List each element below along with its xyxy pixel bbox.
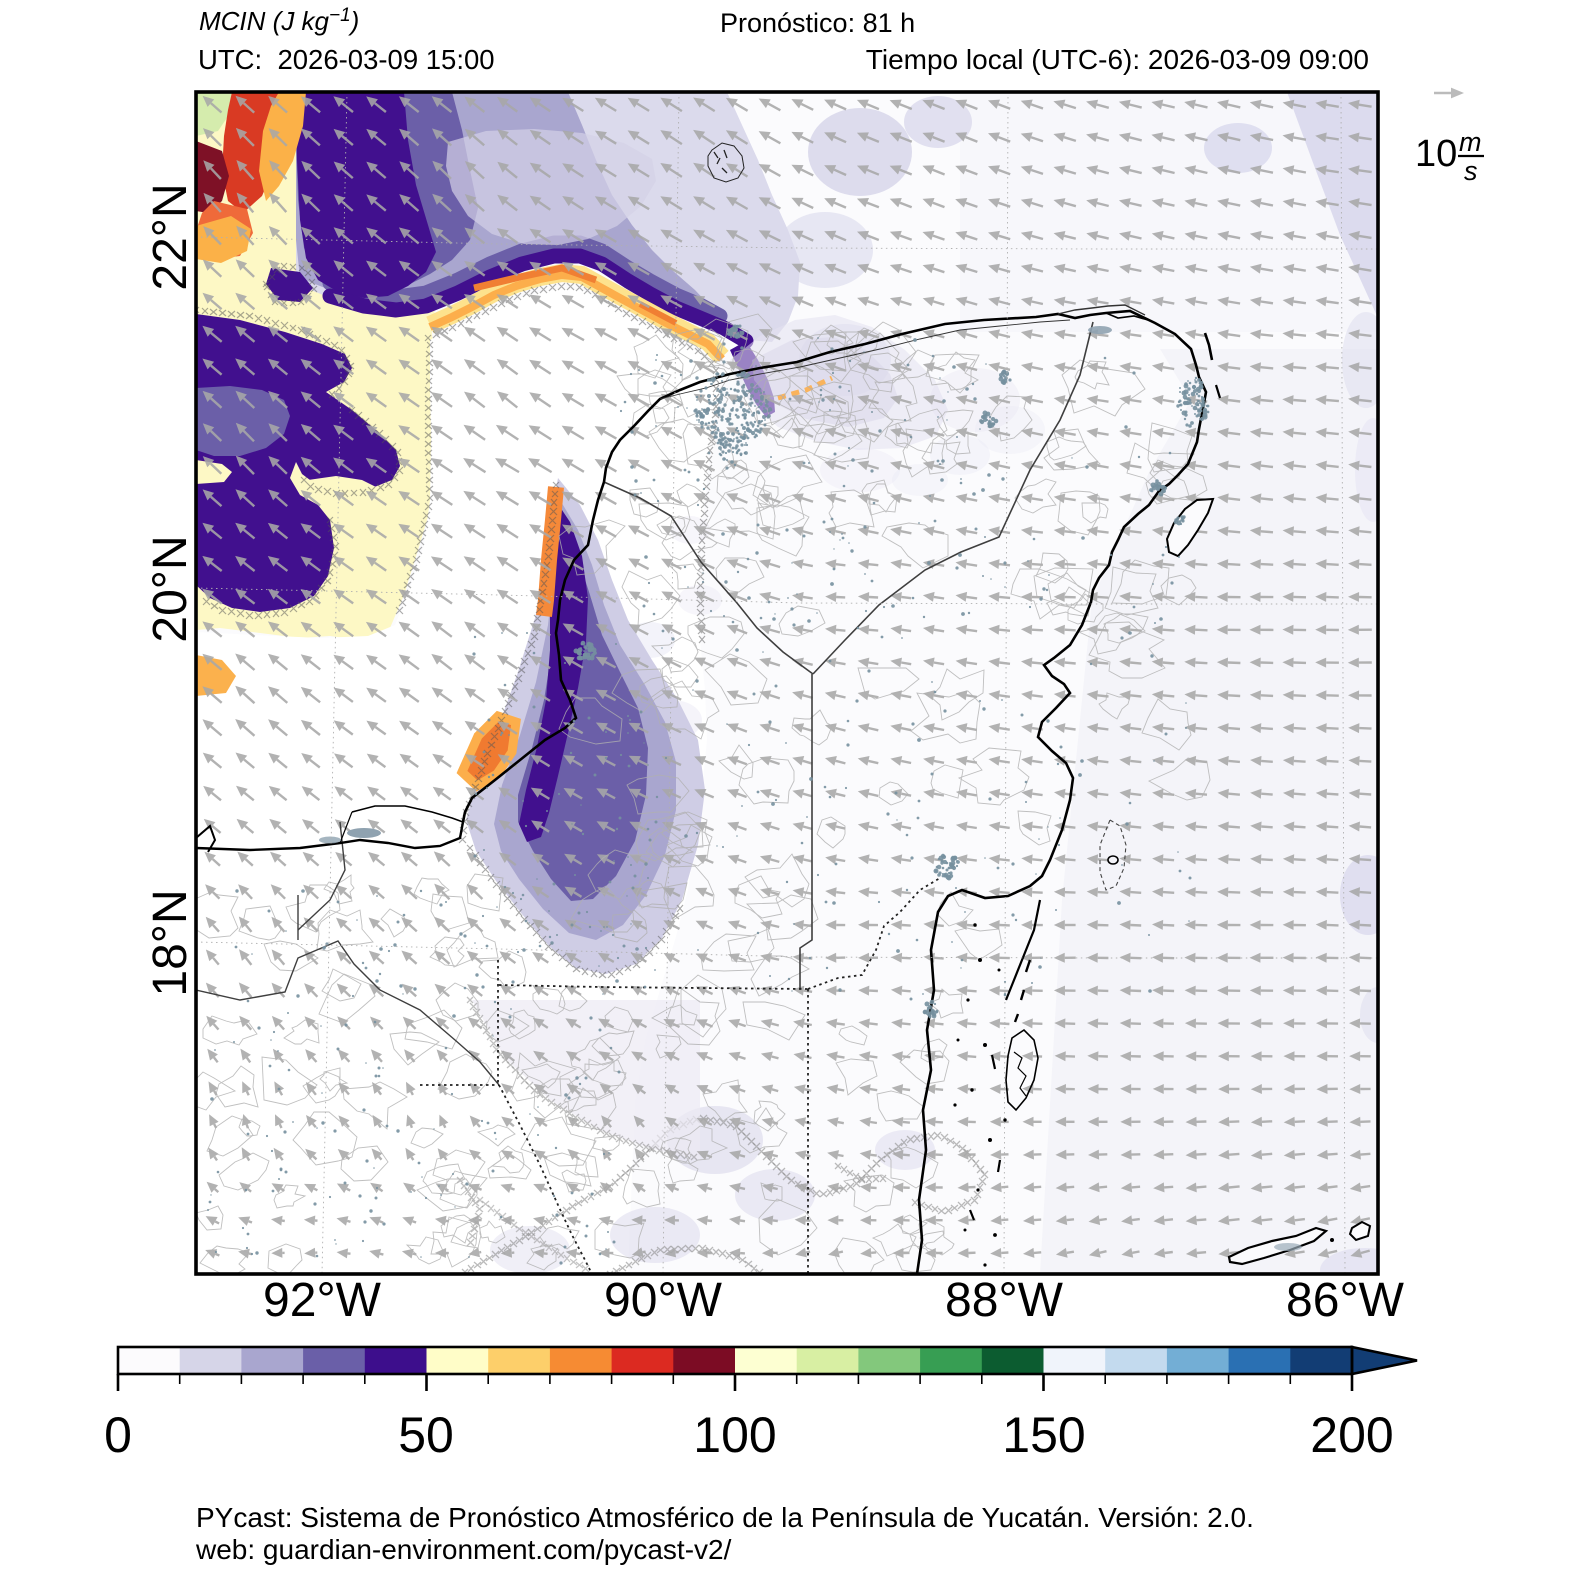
svg-text:20°N: 20°N: [144, 535, 197, 642]
svg-text:UTC: 2026-03-09 15:00: UTC: 2026-03-09 15:00: [198, 44, 495, 75]
svg-text:50: 50: [398, 1407, 454, 1463]
svg-text:100: 100: [693, 1407, 776, 1463]
svg-text:PYcast: Sistema de Pronóstico: PYcast: Sistema de Pronóstico Atmosféric…: [196, 1502, 1254, 1533]
svg-text:s: s: [1464, 156, 1478, 186]
svg-text:web: guardian-environment.com/: web: guardian-environment.com/pycast-v2/: [195, 1534, 732, 1565]
svg-text:Tiempo local (UTC-6): 2026-03-: Tiempo local (UTC-6): 2026-03-09 09:00: [866, 44, 1369, 75]
svg-text:86°W: 86°W: [1286, 1274, 1405, 1327]
svg-text:150: 150: [1002, 1407, 1085, 1463]
svg-text:200: 200: [1310, 1407, 1393, 1463]
svg-text:0: 0: [104, 1407, 132, 1463]
svg-text:18°N: 18°N: [144, 889, 197, 996]
svg-text:88°W: 88°W: [945, 1274, 1064, 1327]
svg-text:MCIN (J kg−1): MCIN (J kg−1): [199, 5, 359, 36]
svg-text:90°W: 90°W: [604, 1274, 723, 1327]
svg-text:Pronóstico: 81 h: Pronóstico: 81 h: [720, 8, 915, 38]
svg-text:92°W: 92°W: [263, 1274, 382, 1327]
svg-text:10: 10: [1415, 133, 1457, 175]
svg-text:22°N: 22°N: [144, 183, 197, 290]
svg-text:m: m: [1459, 127, 1482, 157]
